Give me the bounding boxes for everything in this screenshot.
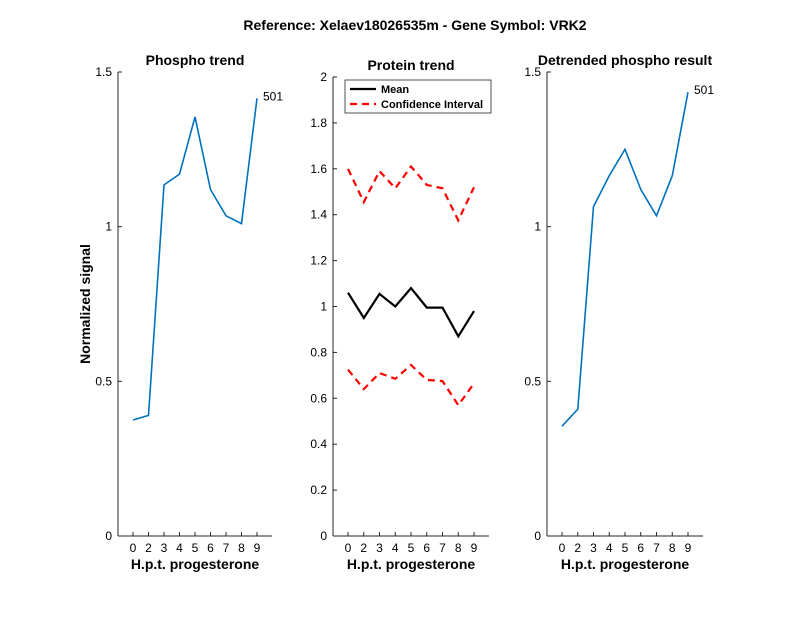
- protein-x-tick-label: 0: [345, 541, 352, 555]
- detrended-point-annotation: 501: [694, 83, 714, 97]
- detrended-x-tick-label: 2: [574, 541, 581, 555]
- protein-y-tick-label: 0.8: [310, 345, 327, 359]
- phospho-panel-title: Phospho trend: [146, 52, 245, 68]
- phospho-y-tick-label: 1: [105, 220, 112, 234]
- protein-x-tick-label: 3: [376, 541, 383, 555]
- protein-x-tick-label: 7: [439, 541, 446, 555]
- detrended-x-tick-label: 8: [669, 541, 676, 555]
- detrended-x-tick-label: 0: [559, 541, 566, 555]
- protein-series-line-2: [347, 363, 475, 408]
- protein-y-tick-label: 0.2: [310, 483, 327, 497]
- phospho-x-tick-label: 9: [254, 541, 261, 555]
- protein-y-tick-label: 1.6: [310, 162, 327, 176]
- figure-title: Reference: Xelaev18026535m - Gene Symbol…: [243, 17, 586, 33]
- detrended-x-tick-label: 9: [685, 541, 692, 555]
- protein-y-tick-label: 1.2: [310, 254, 327, 268]
- detrended-y-tick-label: 1.5: [524, 65, 541, 79]
- protein-x-axis-label: H.p.t. progesterone: [347, 556, 476, 572]
- protein-y-tick-label: 0.6: [310, 391, 327, 405]
- protein-series-line-0: [347, 286, 475, 339]
- protein-x-tick-label: 5: [408, 541, 415, 555]
- protein-y-tick-label: 2: [320, 70, 327, 84]
- detrended-y-tick-label: 1: [534, 220, 541, 234]
- phospho-series-line-0: [132, 98, 258, 421]
- phospho-x-tick-label: 7: [223, 541, 230, 555]
- phospho-x-tick-label: 6: [207, 541, 214, 555]
- detrended-x-tick-label: 4: [606, 541, 613, 555]
- phospho-y-tick-label: 0: [105, 529, 112, 543]
- phospho-y-tick-label: 0.5: [95, 374, 112, 388]
- detrended-y-tick-label: 0.5: [524, 374, 541, 388]
- phospho-x-tick-label: 2: [145, 541, 152, 555]
- phospho-y-tick-label: 1.5: [95, 65, 112, 79]
- protein-series-line-1: [347, 164, 475, 223]
- protein-y-tick-label: 1.4: [310, 208, 327, 222]
- detrended-x-axis-label: H.p.t. progesterone: [561, 556, 690, 572]
- phospho-y-axis-label: Normalized signal: [77, 244, 93, 364]
- protein-x-tick-label: 4: [392, 541, 399, 555]
- protein-y-tick-label: 1.8: [310, 116, 327, 130]
- protein-x-tick-label: 6: [423, 541, 430, 555]
- detrended-panel-title: Detrended phospho result: [538, 52, 713, 68]
- protein-legend-label: Confidence Interval: [381, 99, 483, 111]
- protein-y-tick-label: 1: [320, 300, 327, 314]
- protein-legend-box: [344, 79, 492, 114]
- phospho-x-tick-label: 8: [238, 541, 245, 555]
- protein-x-tick-label: 2: [360, 541, 367, 555]
- detrended-y-tick-label: 0: [534, 529, 541, 543]
- phospho-x-tick-label: 3: [161, 541, 168, 555]
- detrended-x-tick-label: 6: [637, 541, 644, 555]
- detrended-x-tick-label: 5: [622, 541, 629, 555]
- detrended-series-line-0: [561, 91, 689, 427]
- protein-y-tick-label: 0.4: [310, 437, 327, 451]
- phospho-x-tick-label: 5: [192, 541, 199, 555]
- phospho-point-annotation: 501: [263, 89, 283, 103]
- protein-x-tick-label: 8: [455, 541, 462, 555]
- protein-y-tick-label: 0: [320, 529, 327, 543]
- detrended-x-tick-label: 7: [653, 541, 660, 555]
- phospho-x-axis-label: H.p.t. progesterone: [131, 556, 260, 572]
- detrended-x-tick-label: 3: [590, 541, 597, 555]
- protein-x-tick-label: 9: [471, 541, 478, 555]
- phospho-x-tick-label: 0: [130, 541, 137, 555]
- protein-panel-title: Protein trend: [367, 57, 454, 73]
- phospho-x-tick-label: 4: [176, 541, 183, 555]
- protein-legend-label: Mean: [381, 84, 409, 96]
